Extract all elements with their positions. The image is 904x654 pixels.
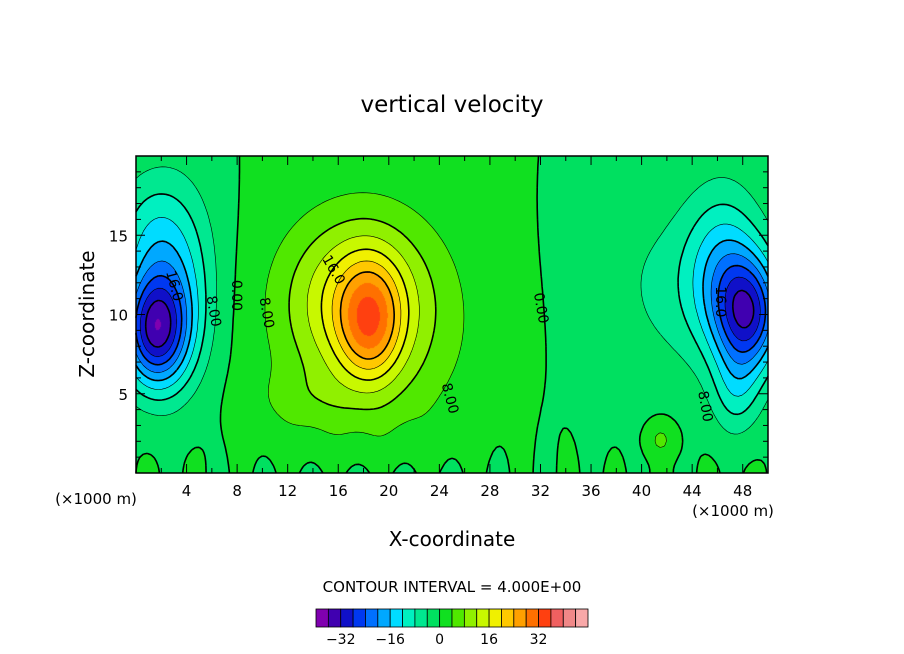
contour-line [288, 217, 437, 411]
x-axis-ticks: 4 8 12 16 20 24 28 32 36 40 44 48 [160, 156, 752, 500]
colorbar-swatch [451, 608, 465, 628]
contour-line [135, 217, 769, 397]
x-tick-label: 48 [733, 482, 752, 500]
contour-label: 0.00 [228, 280, 244, 311]
contour-lines [135, 155, 769, 474]
x-tick-label: 4 [182, 482, 192, 500]
contour-line [339, 271, 395, 360]
contour-label: 8.00 [694, 390, 715, 423]
colorbar-tick-label: 0 [435, 632, 444, 648]
colorbar-swatch [501, 608, 515, 628]
colorbar-swatch [476, 608, 490, 628]
colorbar-swatch [550, 608, 564, 628]
colorbar-swatch [315, 608, 329, 628]
contour-line [306, 235, 420, 394]
colorbar-swatch [389, 608, 403, 628]
colorbar-swatch [352, 608, 366, 628]
x-tick-label: 32 [531, 482, 550, 500]
colorbar-tick-label: 32 [530, 632, 548, 648]
contour-interval-text: CONTOUR INTERVAL = 4.000E+00 [323, 578, 582, 596]
contour-field [136, 156, 768, 473]
x-tick-label: 36 [581, 482, 600, 500]
colorbar-tick-label: −32 [326, 632, 356, 648]
chart-title: vertical velocity [361, 92, 544, 118]
colorbar-swatch [562, 608, 577, 628]
x-tick-label: 16 [329, 482, 348, 500]
colorbar-swatch [575, 608, 589, 628]
contour-line [135, 193, 769, 416]
contour-label: 0.00 [530, 291, 551, 324]
colorbar-swatch [525, 608, 539, 628]
y-axis-label: Z-coordinate [75, 250, 99, 377]
contour-label: 16.0 [162, 269, 186, 303]
colorbar-swatch [377, 608, 391, 628]
colorbar-swatch [365, 608, 379, 628]
colorbar-swatch [414, 608, 428, 628]
contour-line [135, 239, 769, 382]
colorbar-swatch [439, 608, 453, 628]
x-tick-label: 12 [278, 482, 297, 500]
x-tick-label: 40 [632, 482, 651, 500]
contour-label: 8.00 [438, 381, 462, 415]
x-tick-label: 20 [379, 482, 398, 500]
colorbar-swatch [538, 608, 552, 628]
contour-line [331, 260, 402, 370]
colorbar-swatch [488, 608, 502, 628]
colorbar-swatch [340, 608, 354, 628]
colorbar-swatch [327, 608, 342, 628]
x-unit-right: (×1000 m) [692, 502, 774, 520]
contour-line [320, 248, 410, 381]
contour-line [135, 166, 769, 435]
x-unit-left: (×1000 m) [55, 490, 137, 508]
x-axis-label: X-coordinate [389, 527, 516, 551]
contour-label: 16.0 [712, 286, 728, 317]
colorbar: −32 −16 0 16 32 [315, 608, 589, 648]
colorbar-swatch [513, 608, 527, 628]
contour-line [264, 192, 667, 448]
y-axis-ticks: 5 10 15 [109, 171, 768, 458]
y-tick-label: 15 [109, 227, 128, 245]
contour-line [139, 276, 761, 357]
shaded-contour-image [136, 156, 768, 473]
y-tick-label: 5 [118, 386, 128, 404]
colorbar-swatch [463, 608, 478, 628]
contour-line [144, 289, 755, 348]
colorbar-tick-label: 16 [480, 632, 498, 648]
x-tick-label: 44 [683, 482, 702, 500]
colorbar-swatch [426, 608, 441, 628]
colorbar-swatch [402, 608, 416, 628]
x-tick-label: 8 [232, 482, 242, 500]
x-tick-label: 24 [430, 482, 449, 500]
contour-label: 8.00 [256, 296, 277, 329]
y-tick-label: 10 [109, 307, 128, 325]
contour-label: 8.00 [203, 295, 224, 328]
colorbar-tick-label: −16 [375, 632, 405, 648]
x-tick-label: 28 [480, 482, 499, 500]
